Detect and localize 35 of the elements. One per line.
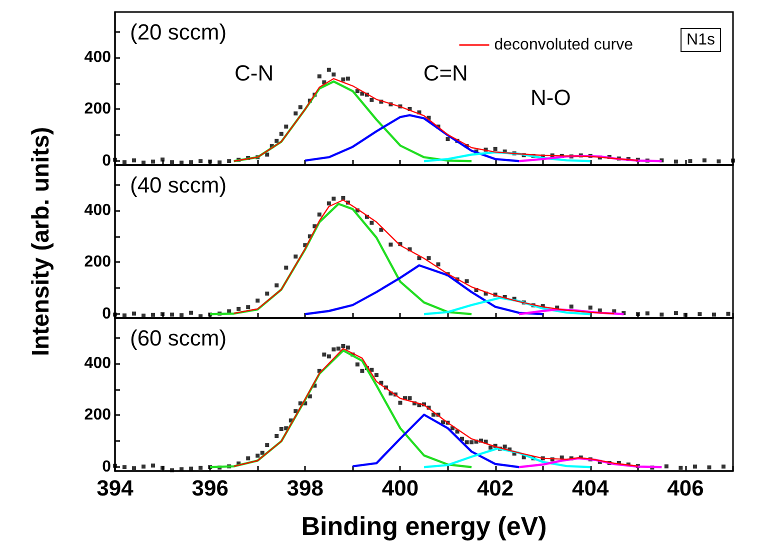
legend-label: deconvoluted curve bbox=[494, 36, 634, 54]
annotation: C=N bbox=[423, 60, 468, 86]
line-series bbox=[518, 457, 663, 468]
x-tick-label: 404 bbox=[572, 476, 610, 500]
line-series bbox=[422, 151, 592, 162]
y-tick-label: 400 bbox=[84, 48, 112, 66]
x-tick-label: 402 bbox=[476, 476, 514, 500]
chart-title: (40 sccm) bbox=[130, 172, 227, 198]
y-tick-label: 200 bbox=[84, 406, 112, 424]
y-tick-label: 0 bbox=[102, 306, 112, 323]
chart-title: (60 sccm) bbox=[130, 326, 227, 350]
chart-title: (20 sccm) bbox=[130, 20, 227, 44]
x-tick-label: 406 bbox=[667, 476, 704, 500]
y-tick-label: 200 bbox=[84, 254, 112, 271]
x-tick-label: 398 bbox=[286, 476, 324, 500]
y-tick-label: 400 bbox=[84, 202, 112, 219]
y-tick-label: 200 bbox=[84, 100, 112, 118]
annotation: N1s bbox=[686, 32, 715, 48]
line-series bbox=[304, 264, 544, 316]
annotation: N-O bbox=[530, 85, 571, 110]
y-axis-title: Intensity (arb. units) bbox=[28, 126, 54, 356]
line-series bbox=[422, 296, 592, 316]
line-series bbox=[208, 349, 473, 468]
line-series bbox=[232, 80, 473, 162]
line-series bbox=[352, 414, 520, 468]
x-axis-title: Binding energy (eV) bbox=[301, 511, 547, 541]
x-tick-label: 400 bbox=[382, 476, 419, 500]
y-tick-label: 0 bbox=[102, 458, 112, 476]
y-tick-label: 400 bbox=[84, 354, 112, 372]
x-tick-label: 394 bbox=[96, 476, 134, 500]
line-series bbox=[304, 114, 520, 162]
line-series bbox=[208, 202, 473, 316]
x-tick-label: 396 bbox=[192, 476, 228, 500]
y-tick-label: 0 bbox=[102, 152, 112, 170]
annotation: C-N bbox=[234, 60, 274, 86]
